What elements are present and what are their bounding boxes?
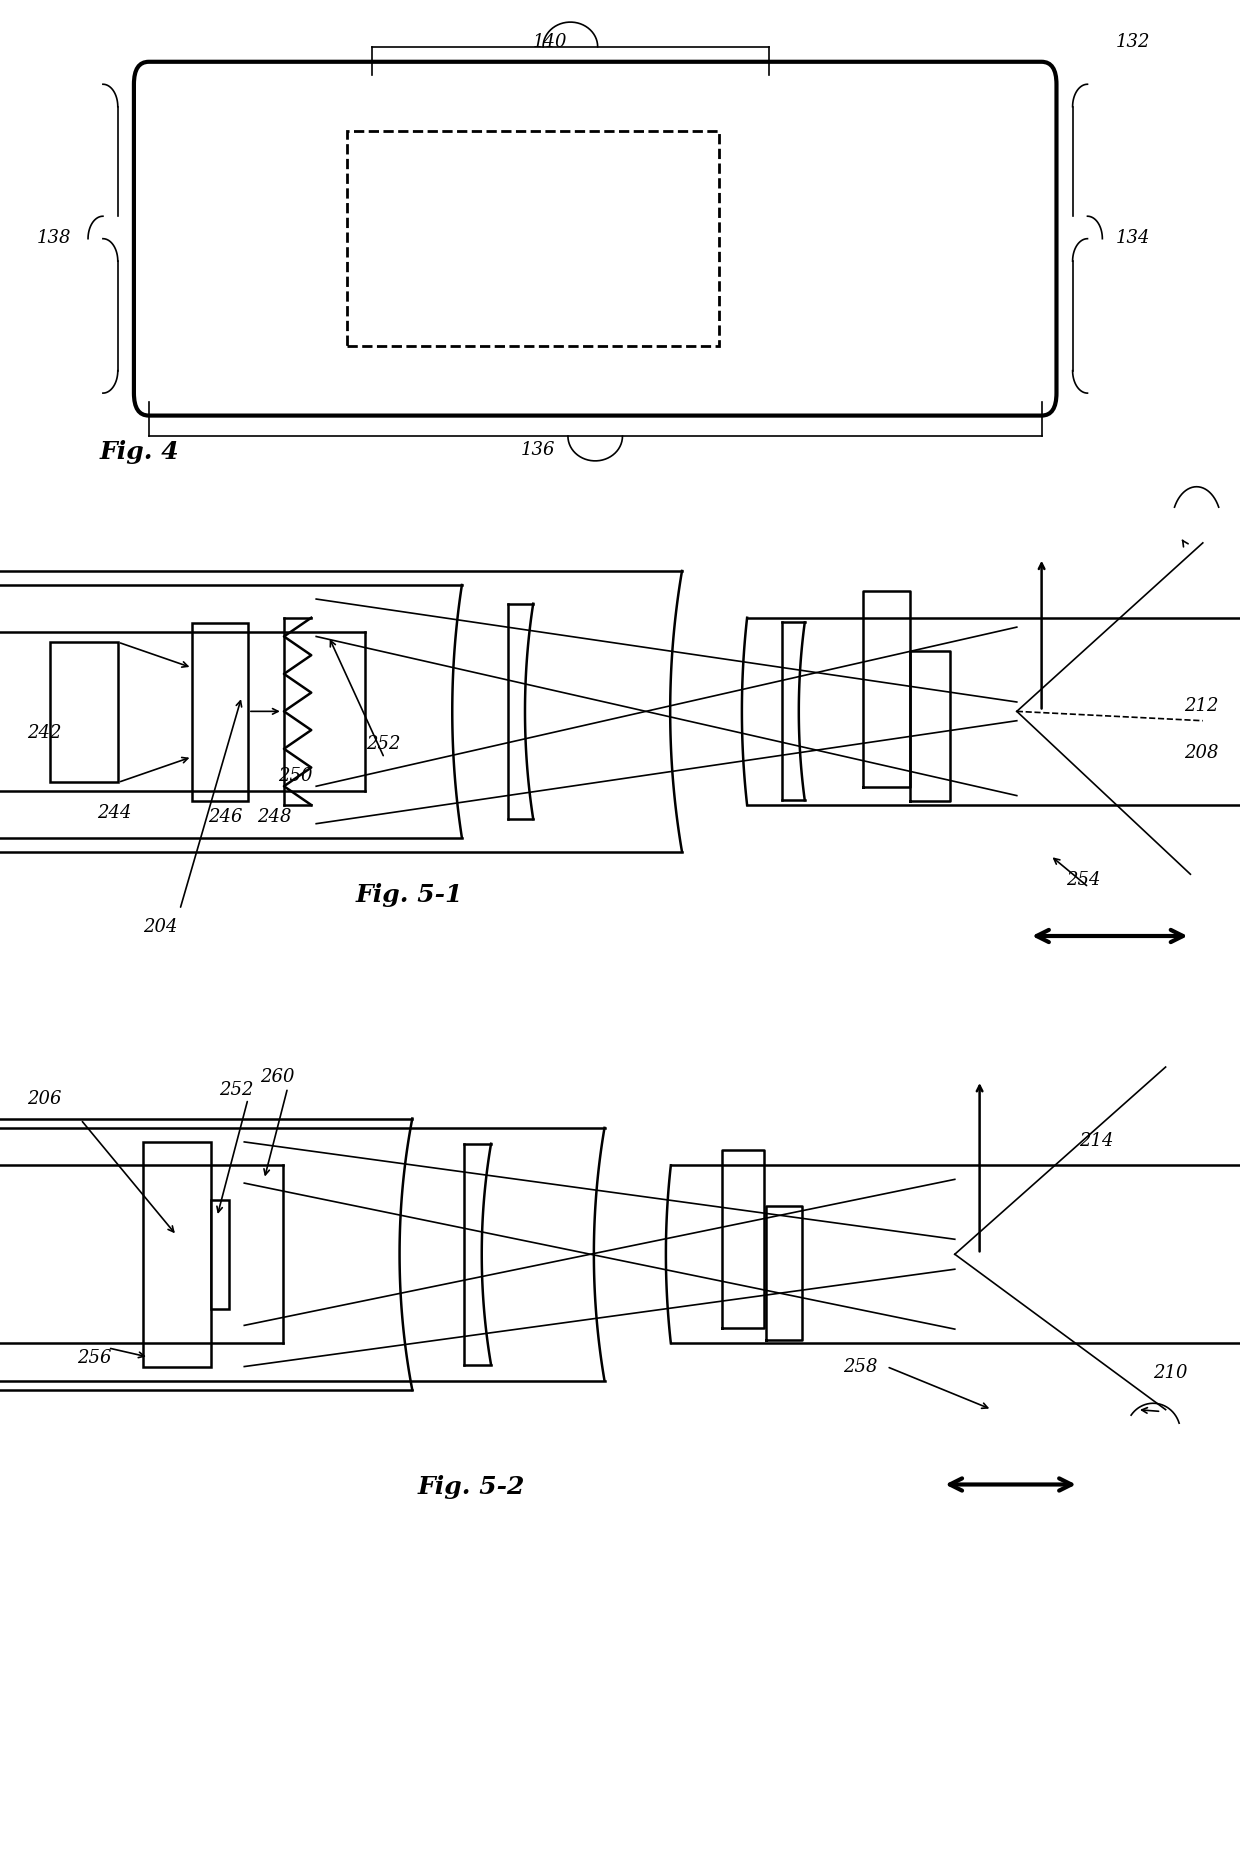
Bar <box>143 1142 211 1367</box>
Text: 132: 132 <box>1116 34 1151 51</box>
Text: 208: 208 <box>1184 745 1219 762</box>
Text: 254: 254 <box>1066 872 1101 889</box>
Text: 210: 210 <box>1153 1365 1188 1382</box>
Text: 248: 248 <box>257 809 291 826</box>
Text: 206: 206 <box>27 1091 62 1108</box>
Text: Fig. 5-2: Fig. 5-2 <box>418 1475 525 1499</box>
Text: 138: 138 <box>37 230 72 247</box>
Text: 258: 258 <box>843 1359 878 1376</box>
Text: 214: 214 <box>1079 1133 1114 1149</box>
Text: 140: 140 <box>533 34 568 51</box>
Text: 242: 242 <box>27 724 62 741</box>
FancyBboxPatch shape <box>134 62 1056 416</box>
Text: 250: 250 <box>278 768 312 784</box>
Text: 252: 252 <box>366 736 401 753</box>
Text: Fig. 5-1: Fig. 5-1 <box>356 884 463 908</box>
Text: 134: 134 <box>1116 230 1151 247</box>
Text: 246: 246 <box>208 809 243 826</box>
Text: Fig. 4: Fig. 4 <box>99 440 179 464</box>
Text: 252: 252 <box>219 1082 254 1099</box>
Text: 256: 256 <box>77 1350 112 1367</box>
Text: 204: 204 <box>143 919 177 936</box>
Bar <box>347 131 719 346</box>
Text: 260: 260 <box>260 1069 295 1086</box>
Bar <box>211 1200 229 1309</box>
Text: 212: 212 <box>1184 698 1219 715</box>
Text: 136: 136 <box>521 442 556 459</box>
Bar <box>50 642 118 782</box>
Text: 244: 244 <box>97 805 131 822</box>
Bar <box>192 623 248 801</box>
